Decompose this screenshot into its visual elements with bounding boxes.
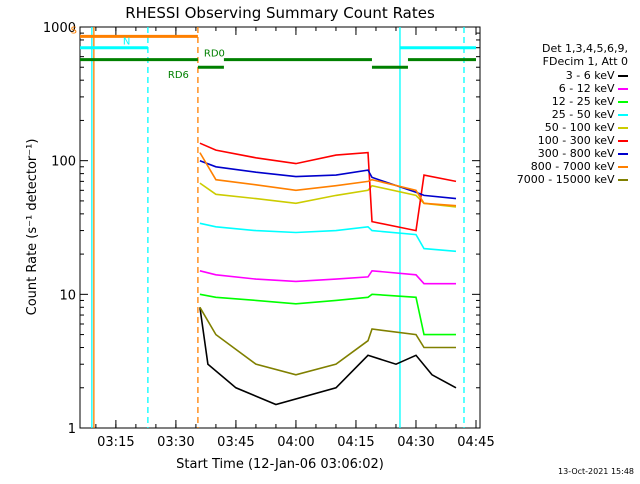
- series-line-1: [199, 269, 456, 285]
- y-tick-label: 10: [59, 288, 76, 303]
- legend-header-line-2: FDecim 1, Att 0: [542, 55, 628, 68]
- legend-entry: 100 - 300 keV: [538, 134, 628, 147]
- legend-entry: 3 - 6 keV: [566, 69, 628, 82]
- legend-entry: 800 - 7000 keV: [531, 160, 628, 173]
- x-tick-label: 03:15: [97, 435, 134, 450]
- legend-entry: 7000 - 15000 keV: [517, 173, 628, 186]
- legend-header-line-1: Det 1,3,4,5,6,9,: [541, 42, 628, 55]
- flag-bar-label: S: [71, 25, 77, 36]
- y-tick-label: 1000: [43, 21, 76, 36]
- legend-entry-swatch: [618, 88, 628, 90]
- legend-entry-label: 3 - 6 keV: [565, 69, 618, 82]
- legend-entry-swatch: [618, 75, 628, 77]
- legend-entry: 12 - 25 keV: [552, 95, 628, 108]
- legend-entry-swatch: [618, 166, 628, 168]
- legend-entry-swatch: [618, 101, 628, 103]
- flag-bar-label: RD6: [168, 70, 189, 81]
- footer-timestamp: 13-Oct-2021 15:48: [558, 467, 634, 476]
- y-tick-label: 100: [51, 155, 76, 170]
- series-line-3: [199, 222, 457, 253]
- y-tick-label: 1: [68, 422, 76, 437]
- legend-entry-swatch: [618, 127, 628, 129]
- series-line-2: [199, 293, 456, 336]
- legend-entry-label: 12 - 25 keV: [551, 95, 618, 108]
- legend-entry: 25 - 50 keV: [552, 108, 628, 121]
- legend-entry-label: 300 - 800 keV: [537, 147, 618, 160]
- flag-bar-label: RD0: [204, 49, 225, 60]
- series-line-6: [199, 159, 457, 200]
- series-line-5: [199, 142, 457, 232]
- legend-entry-swatch: [618, 140, 628, 142]
- legend-entry-label: 7000 - 15000 keV: [516, 173, 618, 186]
- legend-entry-swatch: [618, 114, 628, 116]
- legend-entry-swatch: [618, 153, 628, 155]
- legend-entry-label: 100 - 300 keV: [537, 134, 618, 147]
- series-line-7: [199, 152, 457, 207]
- legend-entry: 50 - 100 keV: [545, 121, 628, 134]
- x-tick-label: 03:45: [217, 435, 254, 450]
- x-tick-label: 04:00: [277, 435, 314, 450]
- x-axis-label: Start Time (12-Jan-06 03:06:02): [176, 457, 384, 472]
- legend-entry-label: 800 - 7000 keV: [530, 160, 618, 173]
- series-line-0: [199, 307, 457, 406]
- x-tick-label: 03:30: [157, 435, 194, 450]
- plot-frame: [79, 26, 481, 429]
- y-axis-label: Count Rate (s⁻¹ detector⁻¹): [25, 139, 40, 316]
- x-tick-label: 04:30: [397, 435, 434, 450]
- legend-entry-label: 50 - 100 keV: [544, 121, 618, 134]
- legend-entry-label: 6 - 12 keV: [558, 82, 618, 95]
- legend-entry: 300 - 800 keV: [538, 147, 628, 160]
- legend-entry-swatch: [618, 179, 628, 181]
- x-tick-label: 04:15: [337, 435, 374, 450]
- chart-title: RHESSI Observing Summary Count Rates: [125, 4, 435, 22]
- flag-bar-label: N: [123, 37, 130, 48]
- legend-entry-label: 25 - 50 keV: [551, 108, 618, 121]
- legend-entry: 6 - 12 keV: [559, 82, 628, 95]
- series-line-8: [199, 306, 456, 376]
- x-tick-label: 04:45: [457, 435, 494, 450]
